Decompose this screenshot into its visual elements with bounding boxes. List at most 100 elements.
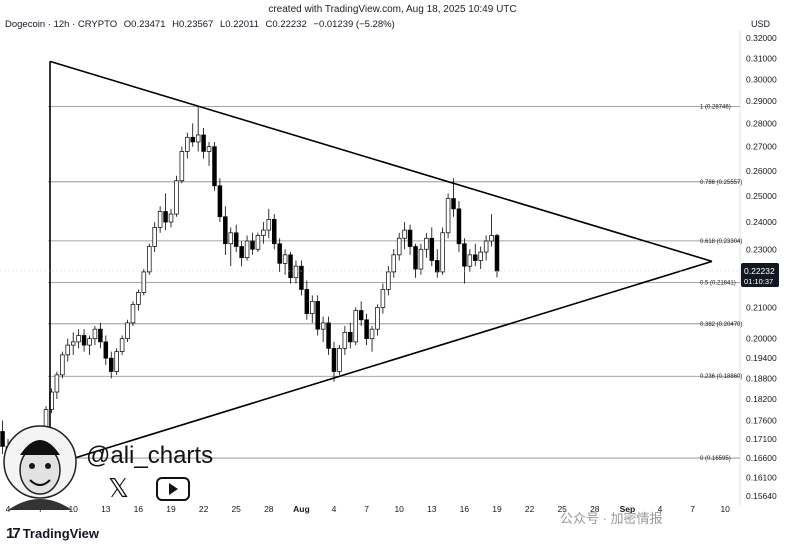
price-tag-box (741, 262, 779, 287)
candle-down (462, 243, 467, 267)
candle-down (434, 260, 440, 273)
candle-down (304, 289, 310, 314)
candle-down (494, 235, 500, 272)
x-tick-label: Sep (620, 504, 636, 514)
candle-down (201, 134, 206, 152)
triangle-pattern (49, 60, 713, 467)
watermark: 公众号 · 加密情报 (560, 511, 663, 526)
candle-down (451, 198, 456, 210)
candle-up (391, 254, 397, 273)
candle-up (76, 335, 81, 343)
fib-label: 0.5 (0.21841) (700, 280, 736, 286)
y-tick-label: 0.25000 (746, 191, 777, 201)
candle-up (380, 289, 386, 308)
candle-down (271, 219, 277, 245)
y-tick-label: 0.26000 (746, 166, 777, 176)
candle-down (108, 357, 114, 372)
x-tick-label: 25 (557, 504, 567, 514)
y-tick-label: 0.18200 (746, 394, 777, 404)
candle-up (310, 301, 315, 314)
x-tick-label: 7 (364, 504, 369, 514)
candle-down (348, 331, 353, 343)
candle-up (136, 292, 141, 305)
high-value: H0.23567 (172, 19, 214, 30)
y-tick-label: 0.29000 (746, 96, 777, 106)
change-value: −0.01239 (−5.28%) (313, 19, 395, 30)
youtube-icon (156, 477, 190, 501)
fibonacci-levels: 1 (0.28746) 0.786 (0.25557) 0.618 (0.23304… (48, 105, 742, 462)
candle-down (103, 341, 109, 359)
open-value: O0.23471 (123, 19, 166, 30)
y-tick-label: 0.15640 (746, 491, 777, 501)
candle-up (206, 146, 212, 152)
price-tag-value: 0.22232 (744, 266, 775, 276)
candle-up (147, 246, 152, 273)
y-tick-label: 0.27000 (746, 142, 777, 152)
y-tick-label: 0.28000 (746, 118, 777, 128)
candle-up (130, 304, 136, 324)
close-value: C0.22232 (265, 19, 307, 30)
candle-down (233, 232, 239, 247)
candle-up (168, 213, 174, 223)
x-tick-label: 28 (264, 504, 274, 514)
tradingview-logo-text: TradingView (22, 526, 100, 541)
candle-down (212, 146, 217, 187)
candle-down (456, 208, 462, 245)
x-tick-label: 10 (394, 504, 404, 514)
candle-down (473, 254, 478, 261)
y-tick-label: 0.17100 (746, 434, 777, 444)
candle-down (326, 322, 331, 349)
avatar (3, 425, 77, 510)
candle-up (152, 227, 157, 247)
x-tick-label: 10 (68, 504, 78, 514)
candle-up (467, 254, 473, 267)
y-tick-label: 0.20000 (746, 334, 777, 344)
x-tick-label: 13 (427, 504, 437, 514)
y-tick-label: 0.30000 (746, 74, 777, 84)
y-tick-label: 0.17600 (746, 415, 777, 425)
candle-up (125, 322, 130, 340)
candle-down (407, 229, 413, 247)
candle-up (92, 328, 98, 340)
candle-up (54, 374, 60, 393)
candle-up (342, 331, 348, 349)
candle-down (239, 246, 244, 259)
author-handle: @ali_charts (86, 442, 214, 469)
y-tick-label: 0.16100 (746, 472, 777, 482)
price-tag-countdown: 01:10:37 (744, 277, 773, 286)
x-tick-label: 25 (231, 504, 241, 514)
x-tick-label: 4 (332, 504, 337, 514)
candle-up (255, 235, 261, 250)
candle-down (413, 246, 418, 270)
candle-up (489, 235, 494, 242)
candle-up (293, 265, 299, 279)
created-with-note: created with TradingView.com, Aug 18, 20… (268, 4, 517, 15)
candle-down (190, 136, 195, 143)
fib-label: 1 (0.28746) (700, 105, 731, 111)
x-tick-label: 22 (199, 504, 209, 514)
x-tick-label: 4 (6, 504, 11, 514)
symbol-legend: Dogecoin · 12h · CRYPTO O0.23471 H0.2356… (5, 19, 399, 30)
candle-down (429, 237, 435, 261)
x-tick-label: 4 (658, 504, 663, 514)
tradingview-logo: 17 TradingView (6, 525, 99, 542)
candle-down (364, 319, 369, 340)
candle-up (353, 310, 358, 343)
candle-up (244, 240, 250, 259)
x-tick-label: 28 (590, 504, 600, 514)
fib-label: 0.618 (0.23304) (700, 239, 742, 245)
x-tick-label: 10 (720, 504, 730, 514)
candle-up (445, 198, 451, 234)
candle-down (315, 301, 320, 330)
x-tick-label: 19 (492, 504, 502, 514)
candle-up (483, 240, 489, 253)
fib-label: 0.236 (0.18860) (700, 374, 742, 380)
candle-up (185, 136, 190, 152)
candle-down (331, 348, 337, 372)
candle-up (87, 338, 92, 346)
candle-up (478, 251, 483, 261)
candle-up (157, 211, 163, 228)
fib-label: 0.382 (0.20470) (700, 322, 742, 328)
